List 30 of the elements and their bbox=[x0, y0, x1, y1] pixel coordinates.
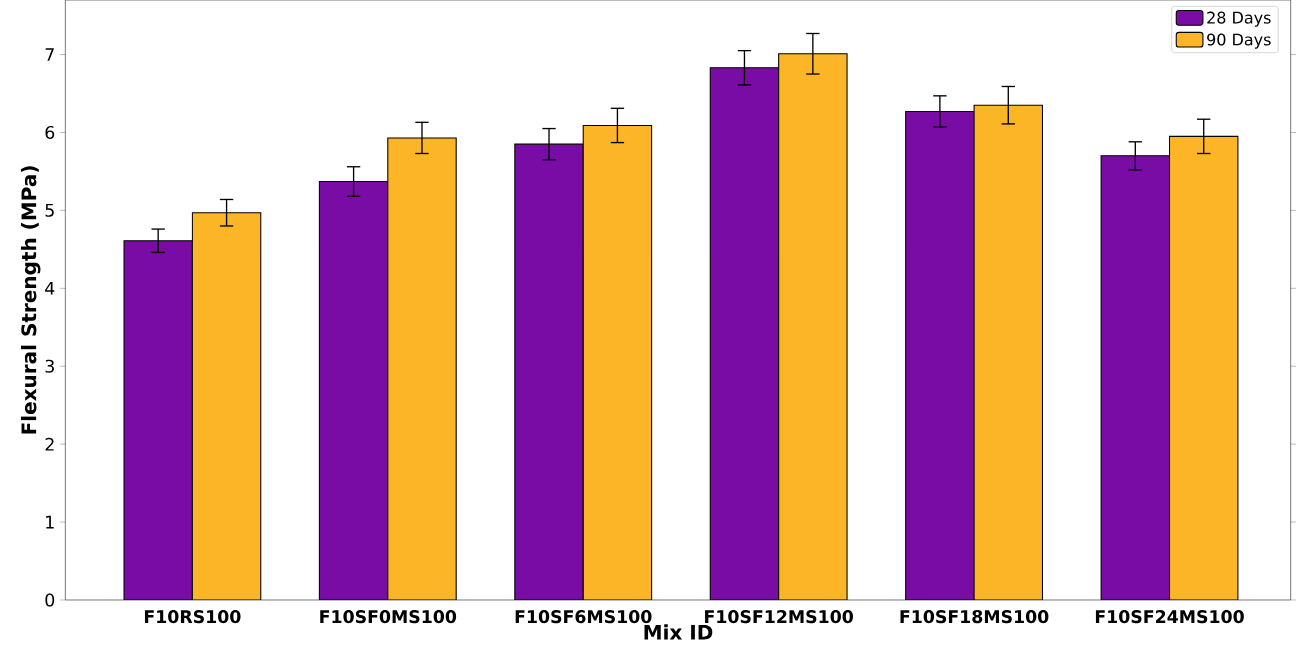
y-tick-label: 5 bbox=[45, 204, 54, 217]
bar bbox=[583, 125, 652, 601]
y-tick-label: 6 bbox=[45, 126, 55, 140]
y-tick-label: 3 bbox=[45, 359, 54, 373]
x-axis-title: Mix ID bbox=[644, 624, 713, 640]
x-tick-label: F10SF0MS100 bbox=[320, 610, 457, 624]
y-axis-title: Flexural Strength (MPa) bbox=[20, 166, 41, 434]
legend-label: 90 Days bbox=[1207, 33, 1271, 49]
bar bbox=[778, 53, 848, 601]
x-tick-label: F10SF24MS100 bbox=[1095, 610, 1244, 624]
bar bbox=[709, 67, 780, 601]
y-tick-label: 2 bbox=[45, 437, 54, 451]
bar bbox=[191, 212, 262, 601]
x-tick-label: F10SF6MS100 bbox=[515, 610, 652, 624]
x-tick-label: F10SF12MS100 bbox=[705, 610, 853, 624]
y-tick-label: 1 bbox=[46, 515, 54, 529]
x-tick-label: F10SF18MS100 bbox=[900, 610, 1049, 624]
y-tick-label: 7 bbox=[45, 48, 54, 62]
bar bbox=[318, 181, 389, 601]
x-tick-label: F10RS100 bbox=[144, 610, 241, 624]
bar bbox=[123, 240, 193, 601]
legend-label: 28 Days bbox=[1207, 11, 1271, 27]
y-tick-label: 0 bbox=[45, 593, 55, 607]
bar bbox=[973, 104, 1044, 601]
bar bbox=[1168, 135, 1239, 601]
bar bbox=[1100, 155, 1171, 601]
y-tick-label: 4 bbox=[45, 282, 55, 295]
bar bbox=[905, 111, 975, 601]
bar bbox=[514, 144, 584, 601]
bar bbox=[387, 137, 457, 601]
